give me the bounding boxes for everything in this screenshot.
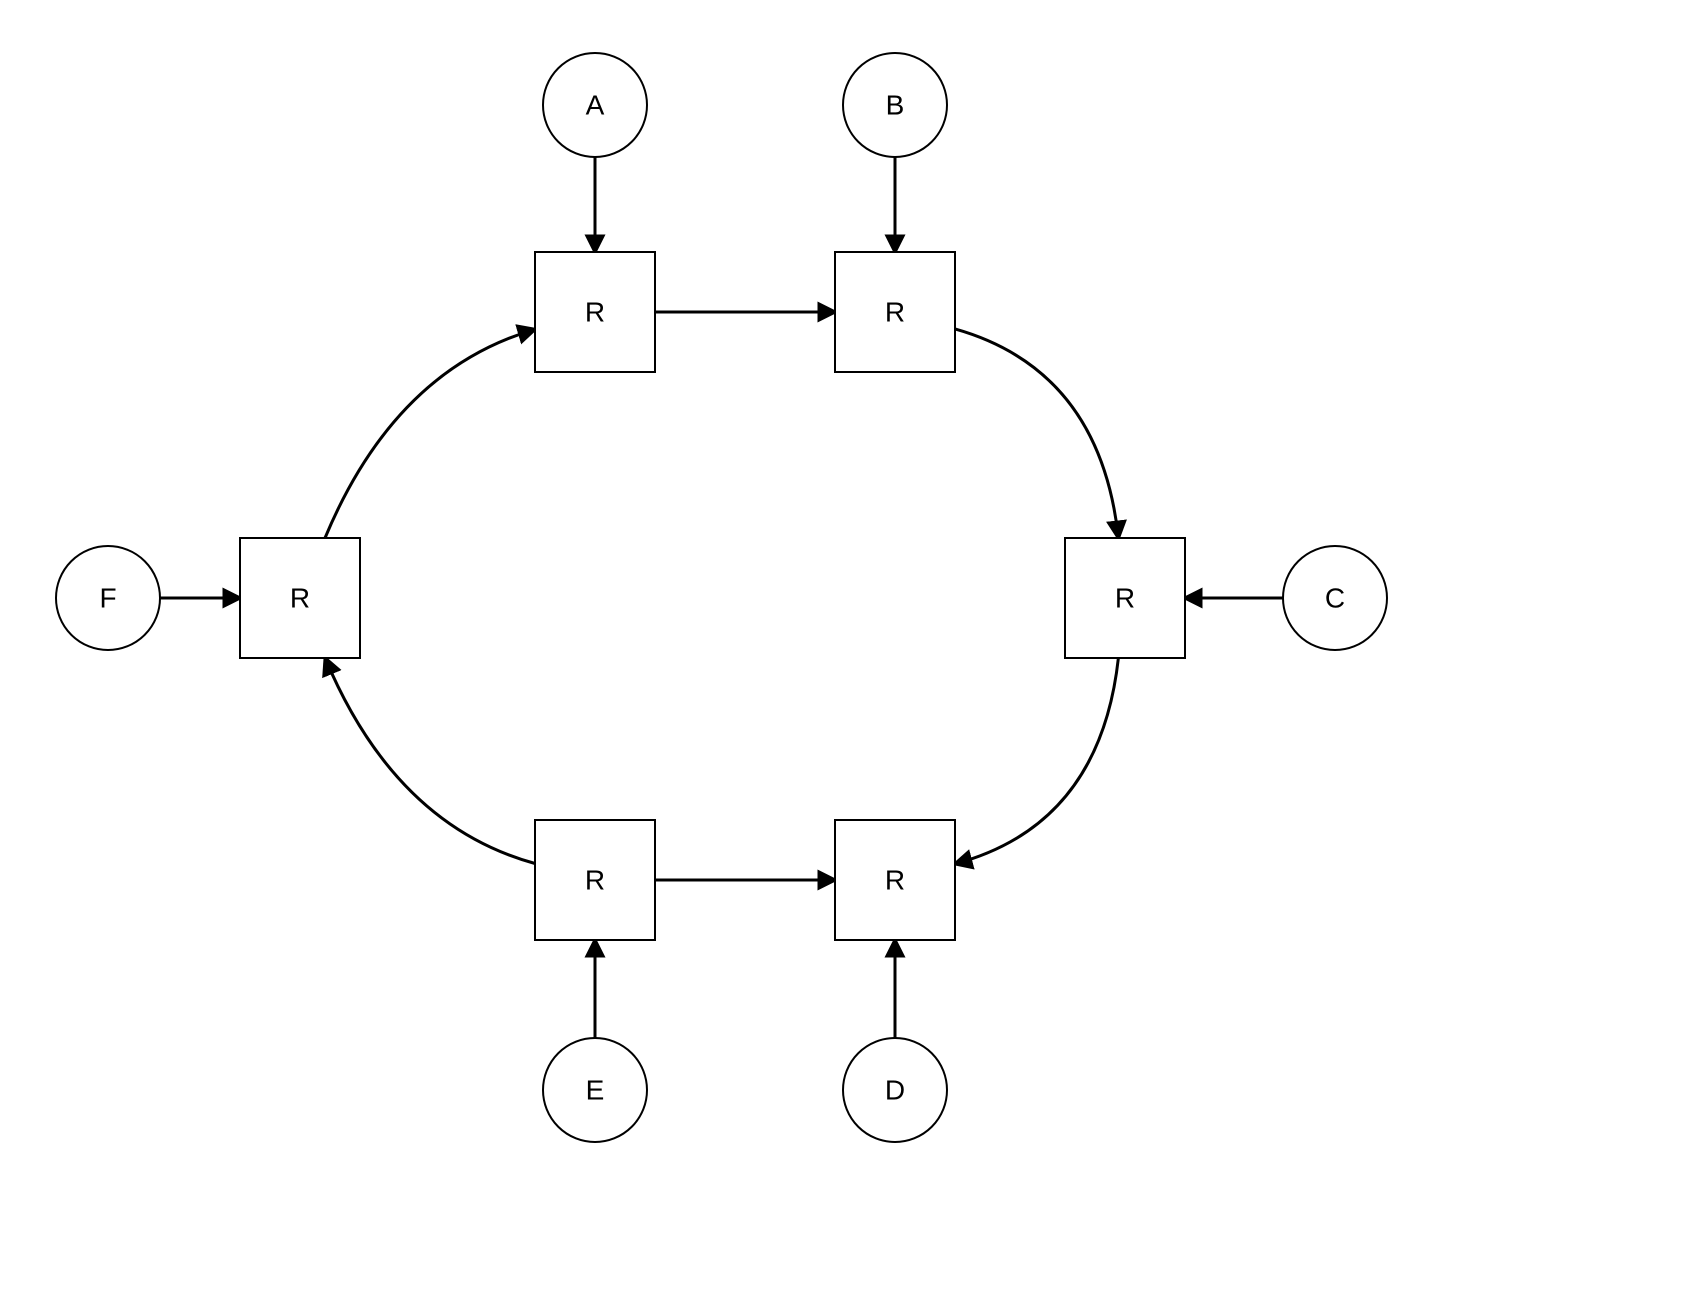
- router-label: R: [885, 865, 905, 896]
- router-label: R: [585, 865, 605, 896]
- router-node-RA: R: [535, 252, 655, 372]
- endpoint-label: C: [1325, 583, 1345, 614]
- endpoint-label: D: [885, 1075, 905, 1106]
- endpoint-node-B: B: [843, 53, 947, 157]
- edge: [325, 329, 535, 538]
- endpoint-node-D: D: [843, 1038, 947, 1142]
- router-node-RB: R: [835, 252, 955, 372]
- router-label: R: [1115, 583, 1135, 614]
- endpoint-node-F: F: [56, 546, 160, 650]
- router-label: R: [585, 297, 605, 328]
- endpoint-node-E: E: [543, 1038, 647, 1142]
- endpoint-label: A: [586, 90, 605, 121]
- router-label: R: [885, 297, 905, 328]
- endpoint-node-A: A: [543, 53, 647, 157]
- router-node-RE: R: [535, 820, 655, 940]
- endpoint-label: F: [99, 583, 116, 614]
- edge: [325, 658, 535, 864]
- edge: [955, 658, 1118, 864]
- network-diagram: R R R R R R A B C D E F: [0, 0, 1683, 1299]
- router-node-RD: R: [835, 820, 955, 940]
- endpoint-node-C: C: [1283, 546, 1387, 650]
- endpoint-label: B: [886, 90, 905, 121]
- router-node-RF: R: [240, 538, 360, 658]
- router-node-RC: R: [1065, 538, 1185, 658]
- router-label: R: [290, 583, 310, 614]
- endpoint-label: E: [586, 1075, 605, 1106]
- edge: [955, 329, 1118, 538]
